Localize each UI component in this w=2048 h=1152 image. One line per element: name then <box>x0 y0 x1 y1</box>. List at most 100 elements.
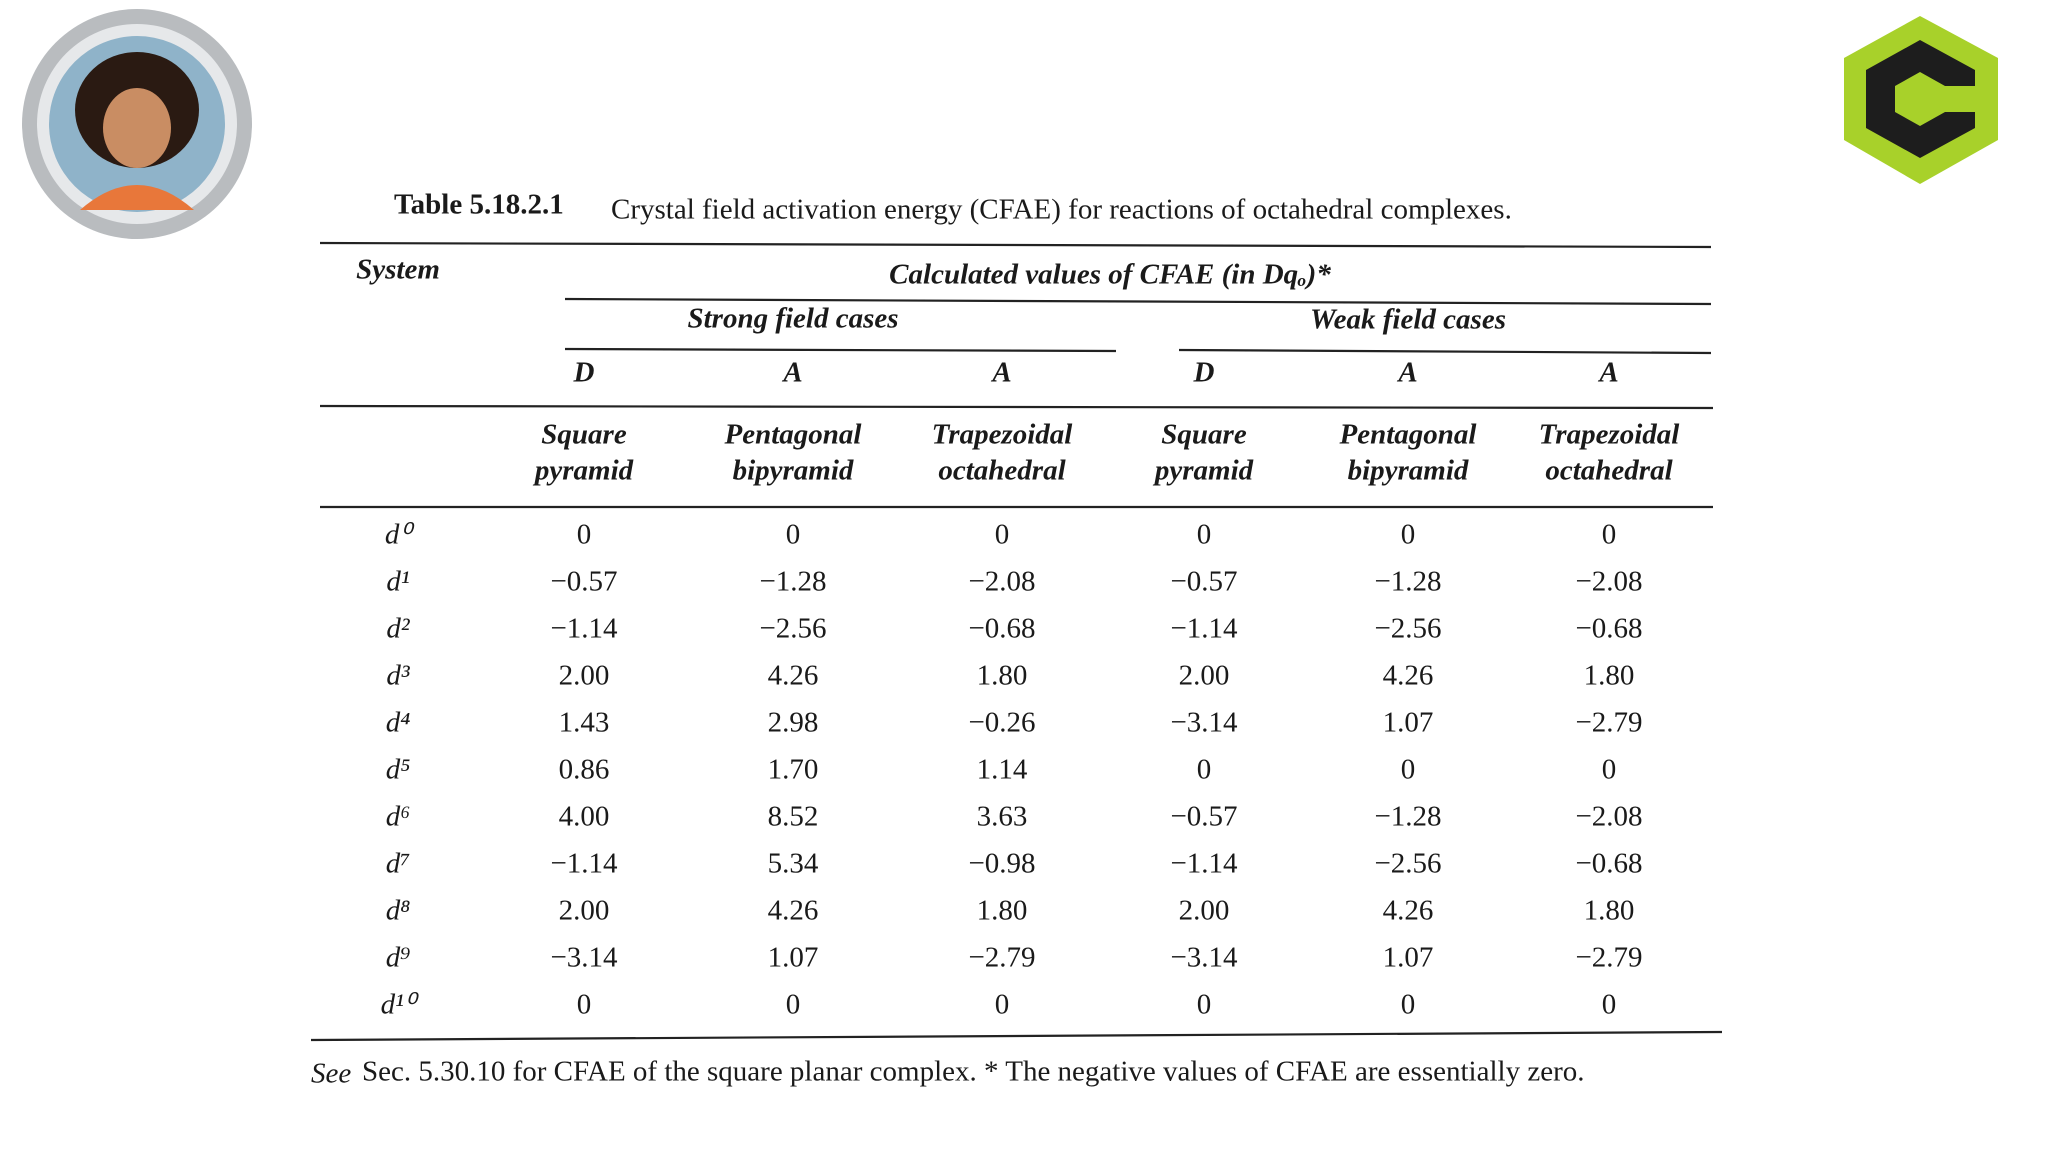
cell: −0.57 <box>1170 566 1237 598</box>
footnote: Sec. 5.30.10 for CFAE of the square plan… <box>362 1056 1584 1088</box>
row-label: d⁴ <box>386 707 411 739</box>
avatar-face <box>103 88 171 168</box>
row-label: d² <box>386 613 411 645</box>
cell: 0 <box>995 989 1010 1021</box>
logo-letter <box>1866 40 1975 158</box>
row-label: d¹⁰ <box>381 989 420 1021</box>
cell: −2.79 <box>968 942 1035 974</box>
cell: 0 <box>786 989 801 1021</box>
system-label: System <box>356 254 440 286</box>
cell: −3.14 <box>1170 942 1238 974</box>
cell: −2.08 <box>1575 801 1642 833</box>
avatar-robe <box>80 185 194 210</box>
cell: 0 <box>1602 754 1617 786</box>
cell: 1.07 <box>1383 707 1434 739</box>
cell: 1.80 <box>1584 895 1635 927</box>
cell: 0 <box>1401 754 1416 786</box>
geometry: Pentagonal <box>724 419 863 451</box>
cell: 1.14 <box>977 754 1028 786</box>
cell: −2.08 <box>1575 566 1642 598</box>
table-caption: Crystal field activation energy (CFAE) f… <box>611 194 1512 226</box>
cell: 0 <box>1401 519 1416 551</box>
logo-hexagon <box>1844 16 1998 184</box>
cell: 0 <box>577 519 592 551</box>
group-title: Calculated values of CFAE (in Dqₒ)* <box>889 259 1331 291</box>
cell: −1.28 <box>1374 801 1441 833</box>
cell: 2.00 <box>559 660 610 692</box>
geometry: octahedral <box>1545 455 1673 487</box>
geometry: pyramid <box>1152 455 1254 487</box>
cell: −1.14 <box>550 613 618 645</box>
mechanism: A <box>781 357 802 389</box>
table-number: Table 5.18.2.1 <box>394 189 564 221</box>
cell: −2.56 <box>1374 848 1441 880</box>
cell: 1.80 <box>977 660 1028 692</box>
geometry: Pentagonal <box>1339 419 1478 451</box>
cell: 0 <box>786 519 801 551</box>
row-label: d³ <box>386 660 411 692</box>
geometry: Trapezoidal <box>932 419 1074 451</box>
cell: −0.57 <box>1170 801 1237 833</box>
cell: 8.52 <box>768 801 819 833</box>
cell: −2.79 <box>1575 707 1642 739</box>
cell: −1.14 <box>1170 613 1238 645</box>
cell: −0.68 <box>1575 613 1642 645</box>
cell: 0 <box>1197 519 1212 551</box>
cell: 1.80 <box>977 895 1028 927</box>
cell: 2.00 <box>559 895 610 927</box>
cell: −2.56 <box>1374 613 1441 645</box>
row-label: d⁸ <box>386 895 411 927</box>
cell: −0.98 <box>968 848 1035 880</box>
row-label: d⁶ <box>386 801 411 833</box>
mechanism: A <box>990 357 1011 389</box>
cell: −0.68 <box>968 613 1035 645</box>
cell: 0 <box>1197 754 1212 786</box>
cell: 0 <box>1197 989 1212 1021</box>
cell: −3.14 <box>550 942 618 974</box>
cell: −2.79 <box>1575 942 1642 974</box>
row-label: d¹ <box>386 566 409 598</box>
geometry: bipyramid <box>733 455 854 487</box>
geometry: Square <box>541 419 627 451</box>
cell: 0 <box>1602 519 1617 551</box>
field-group: Weak field cases <box>1310 304 1506 336</box>
row-label: d⁵ <box>386 754 411 786</box>
cell: 1.80 <box>1584 660 1635 692</box>
logo <box>1844 16 1998 184</box>
cell: 2.00 <box>1179 660 1230 692</box>
cell: 4.26 <box>768 660 819 692</box>
cell: −0.26 <box>968 707 1035 739</box>
cell: −1.28 <box>1374 566 1441 598</box>
cell: −1.14 <box>1170 848 1238 880</box>
rule <box>564 347 1117 353</box>
cell: 4.26 <box>1383 895 1434 927</box>
cell: 0 <box>577 989 592 1021</box>
cell: 5.34 <box>768 848 819 880</box>
field-group: Strong field cases <box>687 303 898 335</box>
geometry: Square <box>1161 419 1247 451</box>
rule <box>319 404 1714 410</box>
cell: −1.14 <box>550 848 618 880</box>
cell: −2.08 <box>968 566 1035 598</box>
cell: −3.14 <box>1170 707 1238 739</box>
cell: −0.68 <box>1575 848 1642 880</box>
cell: 3.63 <box>977 801 1028 833</box>
cell: 4.26 <box>1383 660 1434 692</box>
cell: 1.70 <box>768 754 819 786</box>
mechanism: D <box>1193 357 1215 389</box>
footnote-see: See <box>311 1058 351 1090</box>
cell: −2.56 <box>759 613 826 645</box>
mechanism: A <box>1396 357 1417 389</box>
cell: 1.07 <box>1383 942 1434 974</box>
row-label: d⁰ <box>385 519 416 551</box>
mechanism: D <box>573 357 595 389</box>
cell: 0 <box>1602 989 1617 1021</box>
cell: 1.43 <box>559 707 610 739</box>
geometry: bipyramid <box>1348 455 1469 487</box>
cell: 4.00 <box>559 801 610 833</box>
geometry: Trapezoidal <box>1539 419 1681 451</box>
rule <box>319 241 1712 249</box>
